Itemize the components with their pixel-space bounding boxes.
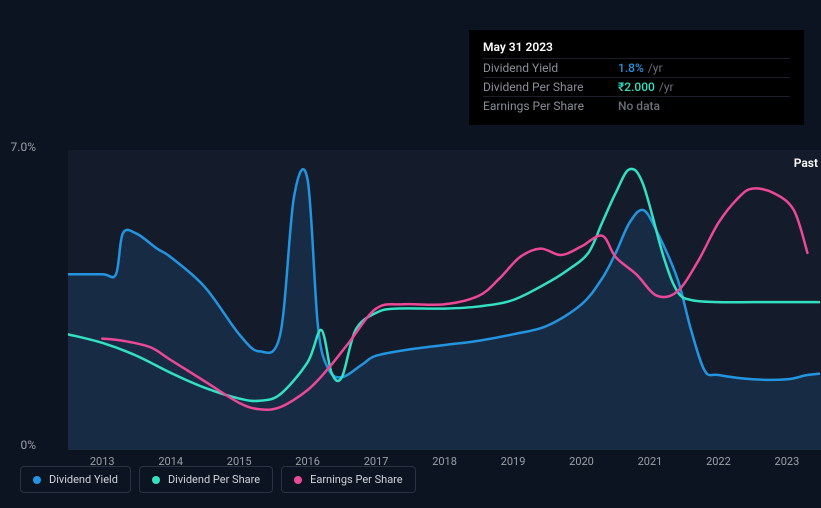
x-axis-tick: 2019 [501, 455, 526, 468]
legend-item[interactable]: Dividend Yield [20, 466, 131, 493]
chart-tooltip: May 31 2023 Dividend Yield1.8%/yrDividen… [469, 30, 804, 125]
legend-dot-icon [152, 476, 160, 484]
x-axis-tick: 2021 [638, 455, 663, 468]
tooltip-date: May 31 2023 [483, 40, 790, 54]
legend-item-label: Dividend Per Share [168, 473, 260, 486]
tooltip-row-label: Earnings Per Share [483, 99, 618, 113]
x-axis-tick: 2023 [775, 455, 800, 468]
x-axis-tick: 2018 [432, 455, 457, 468]
tooltip-row-label: Dividend Yield [483, 61, 618, 75]
past-label: Past [794, 156, 818, 170]
legend-item[interactable]: Earnings Per Share [281, 466, 416, 493]
x-axis-tick: 2022 [706, 455, 731, 468]
legend-dot-icon [294, 476, 302, 484]
tooltip-row-value: No data [618, 99, 660, 113]
legend-item-label: Dividend Yield [49, 473, 118, 486]
legend-item-label: Earnings Per Share [310, 473, 403, 486]
tooltip-row-suffix: /yr [659, 80, 674, 94]
tooltip-row-value: ₹2.000 [618, 80, 655, 94]
legend-dot-icon [33, 476, 41, 484]
tooltip-row: Dividend Per Share₹2.000/yr [483, 77, 790, 96]
x-axis-tick: 2020 [569, 455, 594, 468]
tooltip-row: Earnings Per ShareNo data [483, 96, 790, 115]
y-axis-max-label: 7.0% [11, 140, 36, 154]
tooltip-row-value: 1.8% [618, 61, 644, 75]
tooltip-row: Dividend Yield1.8% /yr [483, 58, 790, 77]
legend: Dividend Yield Dividend Per Share Earnings… [20, 466, 416, 493]
legend-item[interactable]: Dividend Per Share [139, 466, 273, 493]
plot-area[interactable]: Past [68, 150, 821, 450]
tooltip-row-suffix: /yr [648, 61, 663, 75]
tooltip-row-label: Dividend Per Share [483, 80, 618, 94]
line-chart-svg [68, 150, 821, 450]
y-axis-min-label: 0% [20, 438, 36, 452]
